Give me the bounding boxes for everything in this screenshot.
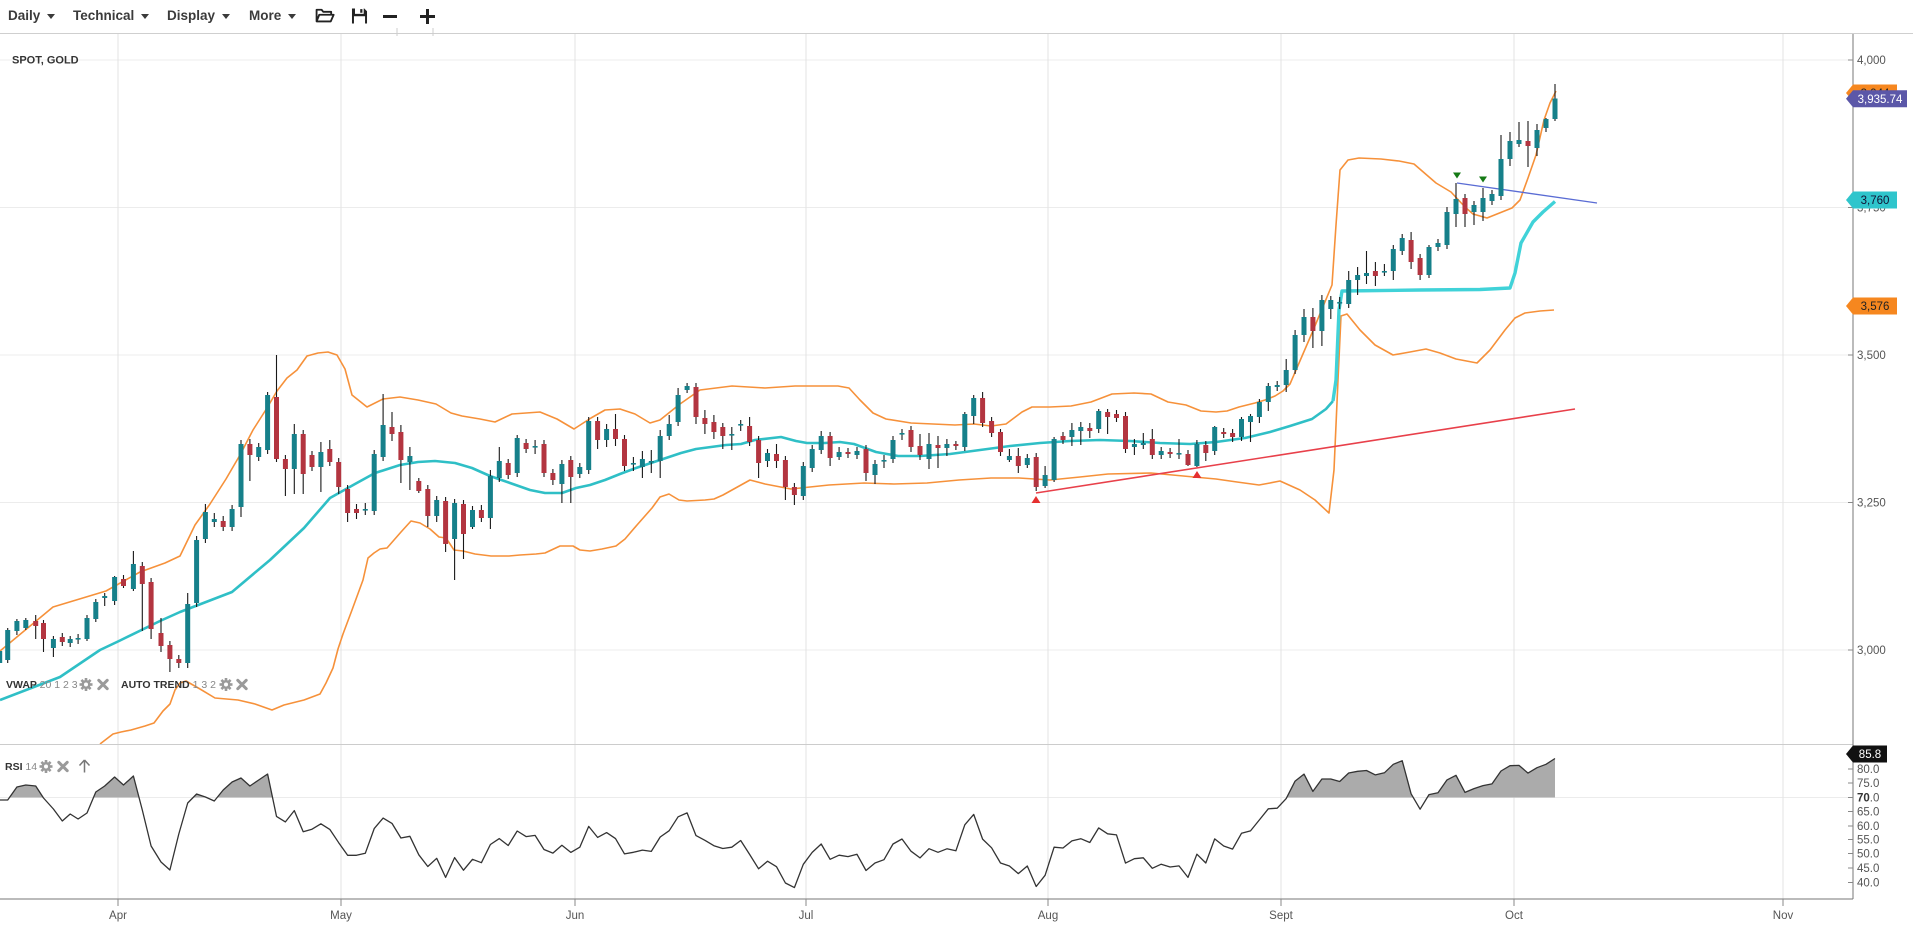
svg-text:Aug: Aug xyxy=(1038,910,1058,922)
svg-text:75.0: 75.0 xyxy=(1857,778,1879,790)
svg-text:May: May xyxy=(330,910,352,922)
svg-text:3,250: 3,250 xyxy=(1857,498,1886,510)
svg-text:Apr: Apr xyxy=(109,910,127,922)
svg-text:60.0: 60.0 xyxy=(1857,821,1879,833)
svg-text:SPOT, GOLD: SPOT, GOLD xyxy=(12,55,79,67)
svg-text:65.0: 65.0 xyxy=(1857,807,1879,819)
svg-text:3,500: 3,500 xyxy=(1857,350,1886,362)
svg-text:Nov: Nov xyxy=(1773,910,1794,922)
svg-text:Jul: Jul xyxy=(799,910,814,922)
svg-text:AUTO TREND 1 3 2: AUTO TREND 1 3 2 xyxy=(121,679,216,691)
svg-text:3,760: 3,760 xyxy=(1861,195,1890,207)
svg-text:3,576: 3,576 xyxy=(1861,301,1890,313)
svg-text:70.0: 70.0 xyxy=(1857,793,1879,805)
svg-text:40.0: 40.0 xyxy=(1857,878,1879,890)
svg-text:4,000: 4,000 xyxy=(1857,55,1886,67)
svg-text:3,000: 3,000 xyxy=(1857,645,1886,657)
svg-text:VWAP 20 1 2 3: VWAP 20 1 2 3 xyxy=(6,679,78,691)
svg-text:45.0: 45.0 xyxy=(1857,863,1879,875)
svg-text:Jun: Jun xyxy=(566,910,585,922)
svg-text:85.8: 85.8 xyxy=(1859,749,1881,761)
svg-text:50.0: 50.0 xyxy=(1857,849,1879,861)
svg-text:3,935.74: 3,935.74 xyxy=(1858,94,1903,106)
svg-text:80.0: 80.0 xyxy=(1857,764,1879,776)
svg-text:Oct: Oct xyxy=(1505,910,1524,922)
svg-text:RSI 14: RSI 14 xyxy=(5,761,37,773)
svg-text:55.0: 55.0 xyxy=(1857,835,1879,847)
svg-text:Sept: Sept xyxy=(1269,910,1293,922)
